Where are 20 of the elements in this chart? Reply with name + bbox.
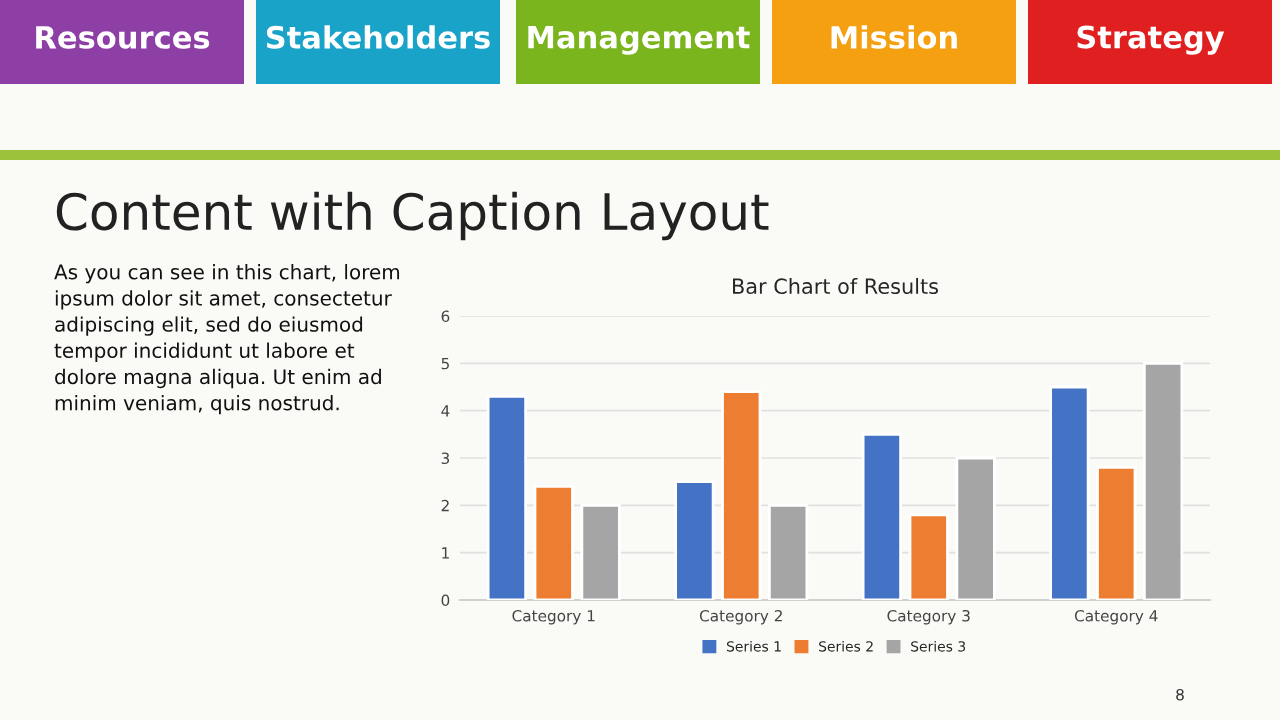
text: Resources: [36, 26, 210, 49]
bar: [955, 456, 996, 600]
text: Strategy: [1077, 25, 1225, 55]
bar: [908, 513, 949, 600]
bar: [861, 432, 903, 600]
bar: [1049, 385, 1090, 600]
bar: [767, 503, 809, 600]
bar: [533, 485, 574, 600]
text: Mission: [831, 25, 957, 49]
chart-title: Bar Chart of Results: [733, 277, 939, 295]
bar: [580, 503, 621, 600]
bar: [674, 480, 715, 600]
bar: [1142, 361, 1184, 600]
text: Management: [528, 25, 750, 55]
bar: [1096, 466, 1137, 600]
text: Stakeholders: [266, 25, 490, 49]
text: Content with Caption Layout: [56, 191, 769, 241]
text: As you can see in this chart, lorem ipsum dolor sit amet, consectetur adipiscing elit, sed do eiusmod tempor incididunt ut labore et dolore magna aliqua. Ut enim ad minim veniam, quis nostrud.: [54, 264, 400, 415]
bar: [721, 390, 762, 600]
bar: [486, 395, 528, 600]
